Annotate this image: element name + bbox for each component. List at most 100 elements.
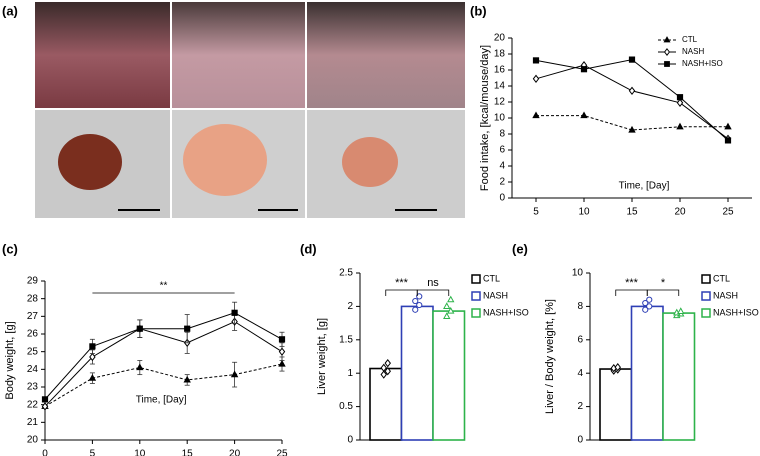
series-line: [44, 363, 283, 407]
legend-swatch: [471, 274, 481, 284]
marker: [614, 362, 621, 372]
legend-label: CTL: [483, 273, 500, 283]
y-tick-label: 26: [27, 329, 39, 340]
marker: [183, 375, 191, 383]
marker: [278, 359, 286, 367]
marker: [677, 307, 685, 314]
x-tick-label: 20: [229, 449, 241, 456]
marker: [443, 312, 451, 319]
marker: [646, 296, 653, 303]
x-tick-label: 25: [722, 207, 734, 218]
marker: [580, 66, 588, 73]
significance-bracket: [416, 289, 450, 296]
marker: [416, 293, 423, 300]
legend-label: NASH: [483, 290, 508, 300]
marker: [89, 352, 96, 362]
marker: [663, 36, 671, 43]
marker: [278, 336, 286, 343]
bar: [662, 312, 696, 441]
photo: [307, 2, 465, 108]
marker: [646, 303, 653, 310]
bar: [400, 305, 434, 441]
y-tick-label: 23: [27, 382, 39, 393]
photo-grid: [35, 2, 465, 218]
bar: [432, 310, 466, 441]
x-tick-label: 0: [42, 449, 48, 456]
marker: [663, 48, 671, 56]
y-axis-label: Body weight, [g]: [4, 321, 16, 399]
marker: [532, 111, 540, 119]
liver: [183, 124, 267, 196]
x-axis-label: Time, [Day]: [619, 181, 670, 192]
x-axis-label: Time, [Day]: [136, 395, 187, 406]
panel-label: (d): [300, 241, 317, 256]
x-tick-label: 10: [134, 449, 146, 456]
marker: [676, 98, 684, 108]
marker: [443, 302, 451, 309]
marker: [136, 363, 144, 371]
y-tick-label: 2: [347, 301, 353, 312]
x-tick-label: 5: [533, 207, 539, 218]
y-tick-label: 25: [27, 346, 39, 357]
series-line: [536, 115, 728, 131]
marker: [724, 137, 732, 144]
legend-swatch: [471, 308, 481, 318]
y-tick-label: 10: [494, 113, 506, 124]
significance-bracket: [646, 289, 680, 296]
bar: [630, 305, 664, 441]
annotation: *: [661, 277, 666, 289]
photo: [35, 2, 170, 108]
y-tick-label: 14: [494, 81, 506, 92]
significance-bracket: [615, 289, 648, 296]
marker: [41, 402, 49, 411]
y-tick-label: 1.5: [339, 334, 353, 345]
marker: [412, 297, 419, 305]
y-tick-label: 29: [27, 276, 39, 287]
y-tick-label: 21: [27, 417, 39, 428]
y-tick-label: 12: [494, 97, 506, 108]
x-tick-label: 10: [578, 207, 590, 218]
series-line: [44, 321, 283, 407]
series-line: [44, 312, 283, 400]
marker: [532, 74, 540, 84]
y-tick-label: 28: [27, 293, 39, 304]
y-tick-label: 27: [27, 311, 39, 322]
marker: [136, 325, 143, 332]
y-tick-label: 4: [577, 368, 583, 379]
marker: [724, 122, 732, 130]
legend-label: NASH: [682, 47, 704, 56]
marker: [676, 94, 684, 101]
y-tick-label: 18: [494, 49, 506, 60]
photo: [172, 2, 305, 108]
legend-label: NASH: [713, 290, 738, 300]
marker: [184, 325, 191, 332]
marker: [628, 86, 636, 96]
y-tick-label: 6: [577, 334, 583, 345]
panel-label: (c): [2, 241, 18, 256]
marker: [41, 396, 49, 403]
legend-label: NASH+ISO: [483, 307, 529, 317]
marker: [384, 366, 391, 376]
y-tick-label: 2: [577, 401, 583, 412]
significance-bracket: [385, 289, 418, 296]
bar: [599, 368, 633, 441]
liver: [342, 137, 398, 187]
marker: [628, 56, 636, 63]
y-tick-label: 1: [347, 368, 353, 379]
marker: [447, 306, 455, 314]
marker: [664, 61, 670, 67]
marker: [676, 122, 684, 130]
annotation: ns: [427, 277, 439, 289]
marker: [380, 363, 387, 373]
annotation: ***: [395, 277, 409, 289]
panel-label: (b): [470, 3, 487, 18]
marker: [642, 299, 649, 307]
legend-swatch: [701, 308, 711, 318]
y-tick-label: 22: [27, 399, 39, 410]
legend-label: CTL: [682, 35, 698, 44]
y-tick-label: 4: [499, 161, 505, 172]
x-tick-label: 5: [90, 449, 96, 456]
marker: [230, 370, 239, 378]
y-tick-label: 8: [499, 129, 505, 140]
